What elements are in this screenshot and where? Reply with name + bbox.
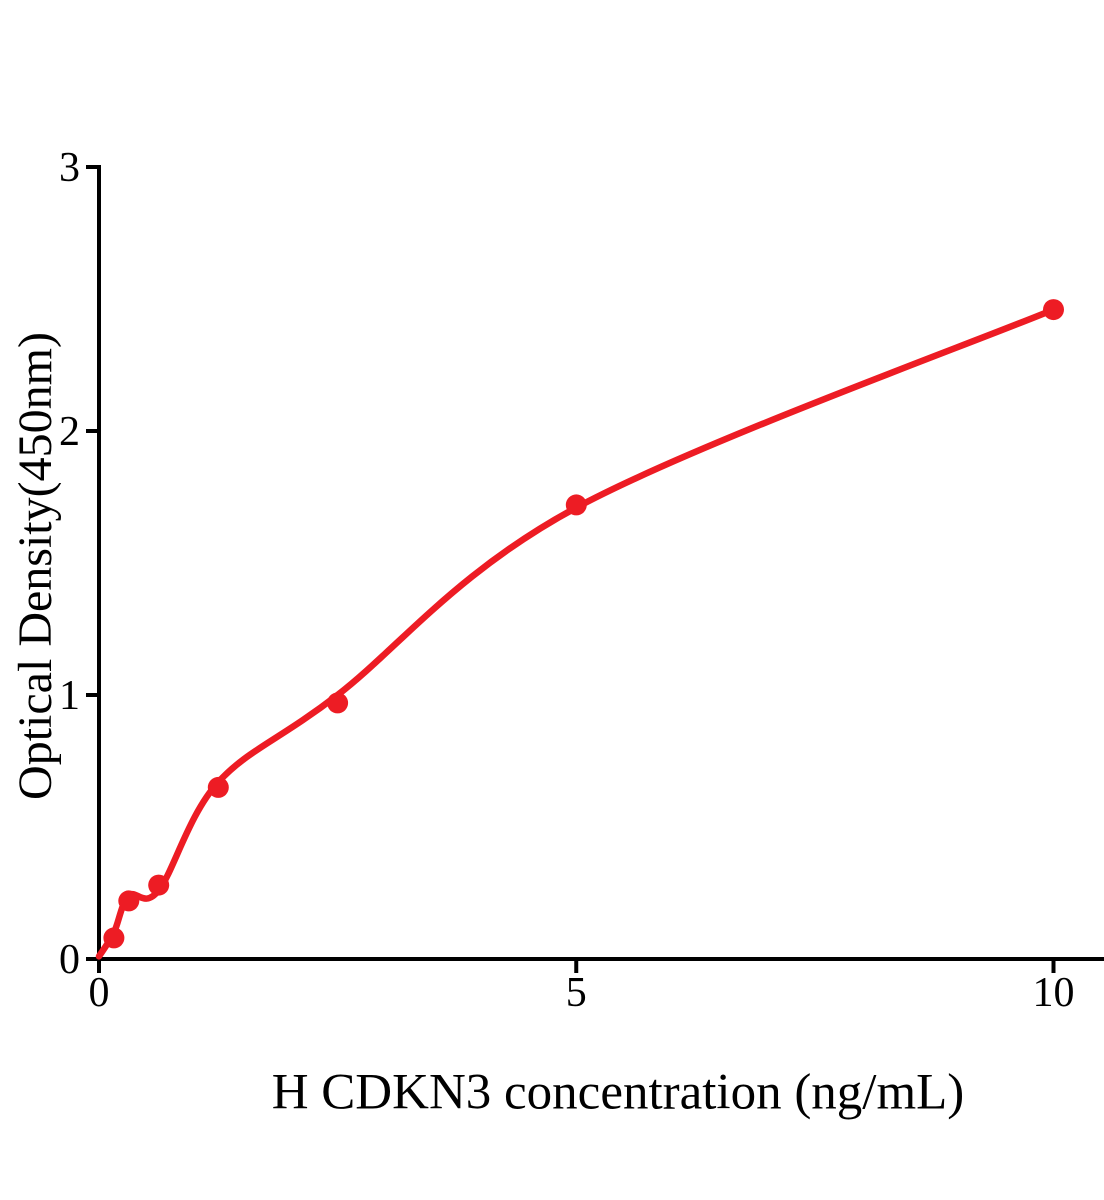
- x-tick-label: 10: [1033, 970, 1075, 1016]
- data-point: [1043, 299, 1064, 321]
- data-point: [327, 692, 349, 714]
- data-point: [207, 776, 229, 798]
- y-tick-label: 2: [59, 409, 80, 455]
- y-tick-label: 0: [59, 937, 80, 983]
- data-point: [103, 927, 125, 949]
- y-axis-title: Optical Density(450nm): [9, 332, 62, 800]
- data-point: [118, 890, 140, 912]
- data-point: [565, 494, 587, 516]
- y-tick-label: 1: [59, 673, 80, 719]
- x-tick-label: 0: [89, 970, 110, 1016]
- data-point: [148, 874, 170, 896]
- y-tick-label: 3: [59, 145, 80, 191]
- x-axis-title: H CDKN3 concentration (ng/mL): [271, 1064, 965, 1121]
- x-tick-label: 5: [566, 970, 587, 1016]
- standard-curve-fit-line: [95, 306, 1057, 960]
